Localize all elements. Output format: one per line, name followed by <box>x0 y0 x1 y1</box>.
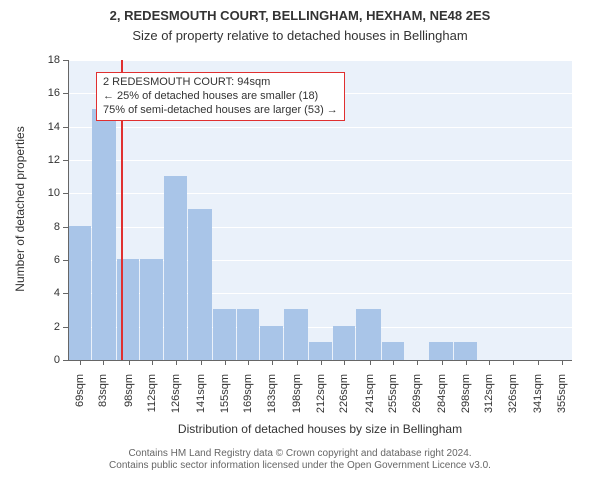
gridline <box>68 227 572 228</box>
x-axis-title: Distribution of detached houses by size … <box>68 422 572 436</box>
histogram-bar <box>454 342 477 360</box>
xtick-mark <box>129 360 130 365</box>
gridline <box>68 60 572 61</box>
chart-title: 2, REDESMOUTH COURT, BELLINGHAM, HEXHAM,… <box>0 8 600 23</box>
histogram-bar <box>429 342 453 360</box>
xtick-mark <box>201 360 202 365</box>
footer-line-2: Contains public sector information licen… <box>0 460 600 472</box>
xtick-mark <box>513 360 514 365</box>
xtick-mark <box>176 360 177 365</box>
xtick-mark <box>152 360 153 365</box>
gridline <box>68 193 572 194</box>
ytick-label: 0 <box>40 354 60 366</box>
ytick-label: 8 <box>40 221 60 233</box>
annotation-line-3: 75% of semi-detached houses are larger (… <box>103 104 338 118</box>
xtick-label: 241sqm <box>364 374 376 424</box>
xtick-mark <box>297 360 298 365</box>
xtick-mark <box>417 360 418 365</box>
annotation-box: 2 REDESMOUTH COURT: 94sqm ← 25% of detac… <box>96 72 345 121</box>
xtick-mark <box>370 360 371 365</box>
chart-subtitle: Size of property relative to detached ho… <box>0 28 600 43</box>
y-axis-title: Number of detached properties <box>13 59 27 359</box>
ytick-label: 10 <box>40 187 60 199</box>
annotation-line-1: 2 REDESMOUTH COURT: 94sqm <box>103 76 338 90</box>
xtick-label: 183sqm <box>266 374 278 424</box>
xtick-mark <box>466 360 467 365</box>
xtick-mark <box>80 360 81 365</box>
xtick-label: 298sqm <box>460 374 472 424</box>
histogram-bar <box>68 226 91 360</box>
histogram-bar <box>188 209 212 360</box>
chart-footer: Contains HM Land Registry data © Crown c… <box>0 448 600 472</box>
xtick-label: 126sqm <box>170 374 182 424</box>
annotation-line-2: ← 25% of detached houses are smaller (18… <box>103 90 338 104</box>
xtick-mark <box>248 360 249 365</box>
xtick-label: 212sqm <box>315 374 327 424</box>
footer-line-1: Contains HM Land Registry data © Crown c… <box>0 448 600 460</box>
xtick-mark <box>272 360 273 365</box>
xtick-mark <box>442 360 443 365</box>
histogram-bar <box>92 109 116 360</box>
xtick-label: 326sqm <box>507 374 519 424</box>
xtick-mark <box>321 360 322 365</box>
xtick-label: 198sqm <box>291 374 303 424</box>
xtick-label: 226sqm <box>338 374 350 424</box>
xtick-mark <box>344 360 345 365</box>
histogram-bar <box>284 309 308 360</box>
xtick-label: 255sqm <box>387 374 399 424</box>
histogram-bar <box>213 309 236 360</box>
ytick-label: 16 <box>40 87 60 99</box>
ytick-label: 18 <box>40 54 60 66</box>
y-axis-line <box>68 60 69 360</box>
xtick-label: 155sqm <box>219 374 231 424</box>
gridline <box>68 160 572 161</box>
xtick-mark <box>103 360 104 365</box>
xtick-label: 269sqm <box>411 374 423 424</box>
xtick-label: 69sqm <box>74 374 86 424</box>
xtick-label: 341sqm <box>532 374 544 424</box>
histogram-bar <box>140 259 163 360</box>
xtick-mark <box>225 360 226 365</box>
xtick-label: 112sqm <box>146 374 158 424</box>
xtick-label: 284sqm <box>436 374 448 424</box>
histogram-bar <box>164 176 187 360</box>
xtick-label: 83sqm <box>97 374 109 424</box>
gridline <box>68 127 572 128</box>
histogram-bar <box>237 309 260 360</box>
xtick-label: 312sqm <box>483 374 495 424</box>
histogram-bar <box>260 326 283 360</box>
histogram-bar <box>333 326 356 360</box>
xtick-mark <box>538 360 539 365</box>
ytick-label: 14 <box>40 121 60 133</box>
xtick-label: 141sqm <box>195 374 207 424</box>
ytick-label: 6 <box>40 254 60 266</box>
xtick-mark <box>562 360 563 365</box>
xtick-label: 98sqm <box>123 374 135 424</box>
xtick-mark <box>393 360 394 365</box>
ytick-label: 4 <box>40 287 60 299</box>
xtick-label: 169sqm <box>242 374 254 424</box>
histogram-bar <box>356 309 380 360</box>
histogram-bar <box>382 342 405 360</box>
histogram-bar <box>309 342 332 360</box>
ytick-label: 12 <box>40 154 60 166</box>
ytick-label: 2 <box>40 321 60 333</box>
chart-container: { "title": "2, REDESMOUTH COURT, BELLING… <box>0 0 600 500</box>
xtick-mark <box>489 360 490 365</box>
xtick-label: 355sqm <box>556 374 568 424</box>
